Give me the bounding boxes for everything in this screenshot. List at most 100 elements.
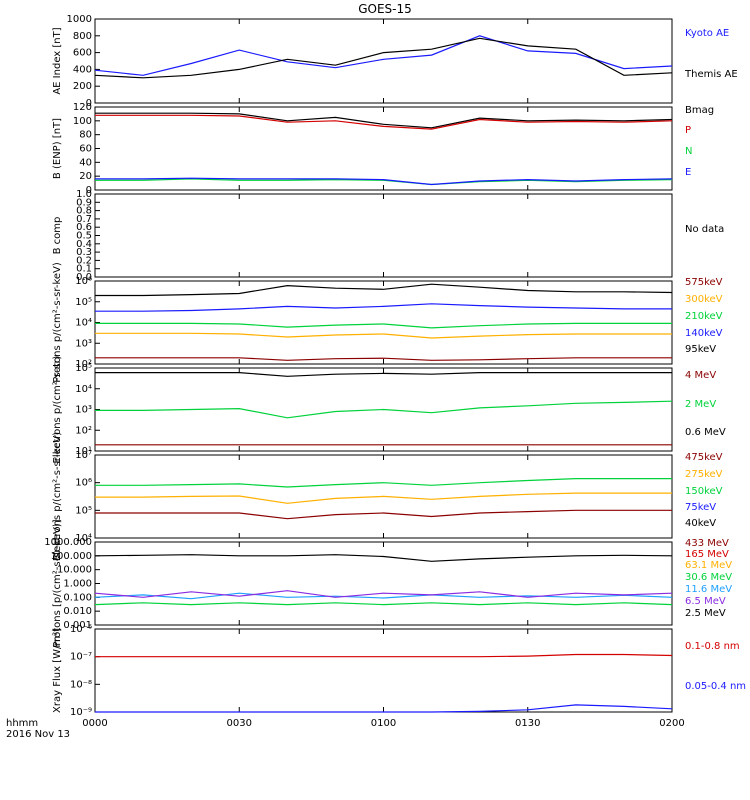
y-tick-label: 0.4 <box>76 239 92 250</box>
legend-label: E <box>685 167 691 178</box>
y-tick-label: 1.000 <box>63 579 92 590</box>
series-line <box>95 332 672 339</box>
panel-6: 10⁴ 10⁵ 10⁶ 10⁷ Electrons p/(cm²-s-sr-keV) 47… <box>52 432 723 561</box>
y-axis-label: B comp <box>52 217 63 255</box>
legend-label: 150keV <box>685 486 723 497</box>
legend-label: 30.6 MeV <box>685 572 732 583</box>
y-tick-label: 10⁷ <box>75 450 92 461</box>
y-tick-label: 0.9 <box>76 197 92 208</box>
y-axis-label: B (ENP) [nT] <box>52 118 63 179</box>
y-axis-label: Electrons p/(cm²-s-sr) <box>52 355 63 463</box>
y-axis-label: Protons [p/(cm²-s-sr-keV)] <box>52 519 63 647</box>
series-line <box>95 114 673 130</box>
y-tick-label: 10³ <box>75 338 92 349</box>
y-tick-label: 100.000 <box>51 551 92 562</box>
y-tick-label: 80 <box>79 130 92 141</box>
y-tick-label: 120 <box>73 102 92 113</box>
legend-label: Kyoto AE <box>685 28 729 39</box>
series-line <box>95 322 672 329</box>
y-tick-label: 1000.000 <box>44 537 92 548</box>
series-line <box>95 400 673 419</box>
legend-label: 11.6 MeV <box>685 584 732 595</box>
panel-frame <box>94 280 673 365</box>
y-tick-label: 1.0 <box>76 189 92 200</box>
series-line <box>95 303 672 312</box>
y-tick-label: 1000 <box>67 14 92 25</box>
y-tick-label: 0.3 <box>76 247 92 258</box>
y-tick-label: 10⁻⁸ <box>70 679 92 690</box>
y-tick-label: 0.8 <box>76 206 92 217</box>
series-line <box>95 112 673 129</box>
plot-title: GOES-15 <box>358 2 412 16</box>
y-axis-label: Protons p/(cm²-s-sr-keV) <box>52 262 63 383</box>
y-tick-label: 10¹ <box>75 446 92 457</box>
legend-label: 0.6 MeV <box>685 427 726 438</box>
series-line <box>94 602 673 606</box>
series-line <box>95 178 673 186</box>
legend-label: 2 MeV <box>685 399 716 410</box>
legend-label: 300keV <box>685 294 723 305</box>
y-tick-label: 600 <box>73 48 92 59</box>
y-tick-label: 10⁵ <box>75 297 92 308</box>
y-tick-label: 400 <box>73 64 92 75</box>
y-tick-label: 100 <box>73 116 92 127</box>
legend-label: 165 MeV <box>685 549 729 560</box>
y-tick-label: 0.7 <box>76 214 92 225</box>
series-line <box>94 35 673 76</box>
panel-3: 0.00.10.20.30.40.50.60.70.80.91.0 B comp N… <box>52 189 724 283</box>
y-tick-label: 800 <box>73 31 92 42</box>
series-line <box>94 554 673 562</box>
legend-label: 6.5 MeV <box>685 596 726 607</box>
legend-label: 433 MeV <box>685 538 729 549</box>
y-tick-label: 10³ <box>75 405 92 416</box>
y-tick-label: 60 <box>79 144 92 155</box>
panel-2: 0 20 40 60 80 100 120 B (ENP) [nT] Bmag PNE <box>52 102 714 196</box>
panels-group: 0000 0030 0100 0130 020002004006008001000AE … <box>44 14 746 729</box>
x-tick-label: 0200 <box>659 718 684 729</box>
panel-5: 10¹ 10² 10³ 10⁴ 10⁵ Electrons p/(cm²-s-sr) 4 M… <box>52 355 726 463</box>
series-line <box>95 283 673 297</box>
y-tick-label: 0 <box>86 98 92 109</box>
panel-7: 0.001 0.010 0.100 1.000 10.000 100.000 1000.00… <box>44 519 732 647</box>
series-line <box>94 590 673 598</box>
series-line <box>94 37 673 79</box>
legend-label: 95keV <box>685 344 716 355</box>
panel-frame <box>94 628 673 713</box>
legend-label: 140keV <box>685 328 723 339</box>
legend-label: 4 MeV <box>685 370 716 381</box>
y-tick-label: 10⁶ <box>75 478 92 489</box>
y-tick-label: 0.6 <box>76 222 92 233</box>
legend-label: Themis AE <box>684 69 738 80</box>
legend-label: 63.1 MeV <box>685 560 732 571</box>
y-axis-label: Electrons p/(cm²-s-sr-keV) <box>52 432 63 561</box>
y-axis-label: AE Index [nT] <box>52 27 63 94</box>
y-tick-label: 10² <box>75 425 92 436</box>
legend-label: 210keV <box>685 311 723 322</box>
legend-label: 475keV <box>685 452 723 463</box>
panel-1: 0 200 400 600 800 1000 AE Index [nT] Kyoto AE Th… <box>52 14 738 109</box>
y-tick-label: 0.1 <box>76 264 92 275</box>
legend-label: P <box>685 125 691 136</box>
legend-label: 0.1-0.8 nm <box>685 641 740 652</box>
legend-label: 40keV <box>685 518 716 529</box>
y-tick-label: 0.010 <box>63 606 92 617</box>
series-line <box>95 357 672 361</box>
y-tick-label: 10² <box>75 359 92 370</box>
series-line <box>95 492 672 504</box>
series-line <box>95 653 673 658</box>
legend-label: 575keV <box>685 277 723 288</box>
panel-frame <box>94 18 673 104</box>
panel-4: 10² 10³ 10⁴ 10⁵ 10⁶ Protons p/(cm²-s-sr-keV) 5… <box>52 262 723 383</box>
y-axis-label: Xray Flux [W/m²] <box>52 628 63 713</box>
series-line <box>95 372 672 377</box>
y-tick-label: 10⁻⁹ <box>70 707 92 718</box>
date-label: 2016 Nov 13 <box>6 729 70 740</box>
panel-8: 10⁻⁹ 10⁻⁸ 10⁻⁷ 10⁻⁶ Xray Flux [W/m²] 0.1-0.8 … <box>52 624 746 718</box>
y-tick-label: 40 <box>79 157 92 168</box>
legend-label: 0.05-0.4 nm <box>685 681 746 692</box>
x-tick-label: 0130 <box>515 718 540 729</box>
legend-label: 275keV <box>685 469 723 480</box>
x-tick-label: 0000 <box>82 718 107 729</box>
y-tick-label: 20 <box>79 171 92 182</box>
y-tick-label: 10⁵ <box>75 505 92 516</box>
